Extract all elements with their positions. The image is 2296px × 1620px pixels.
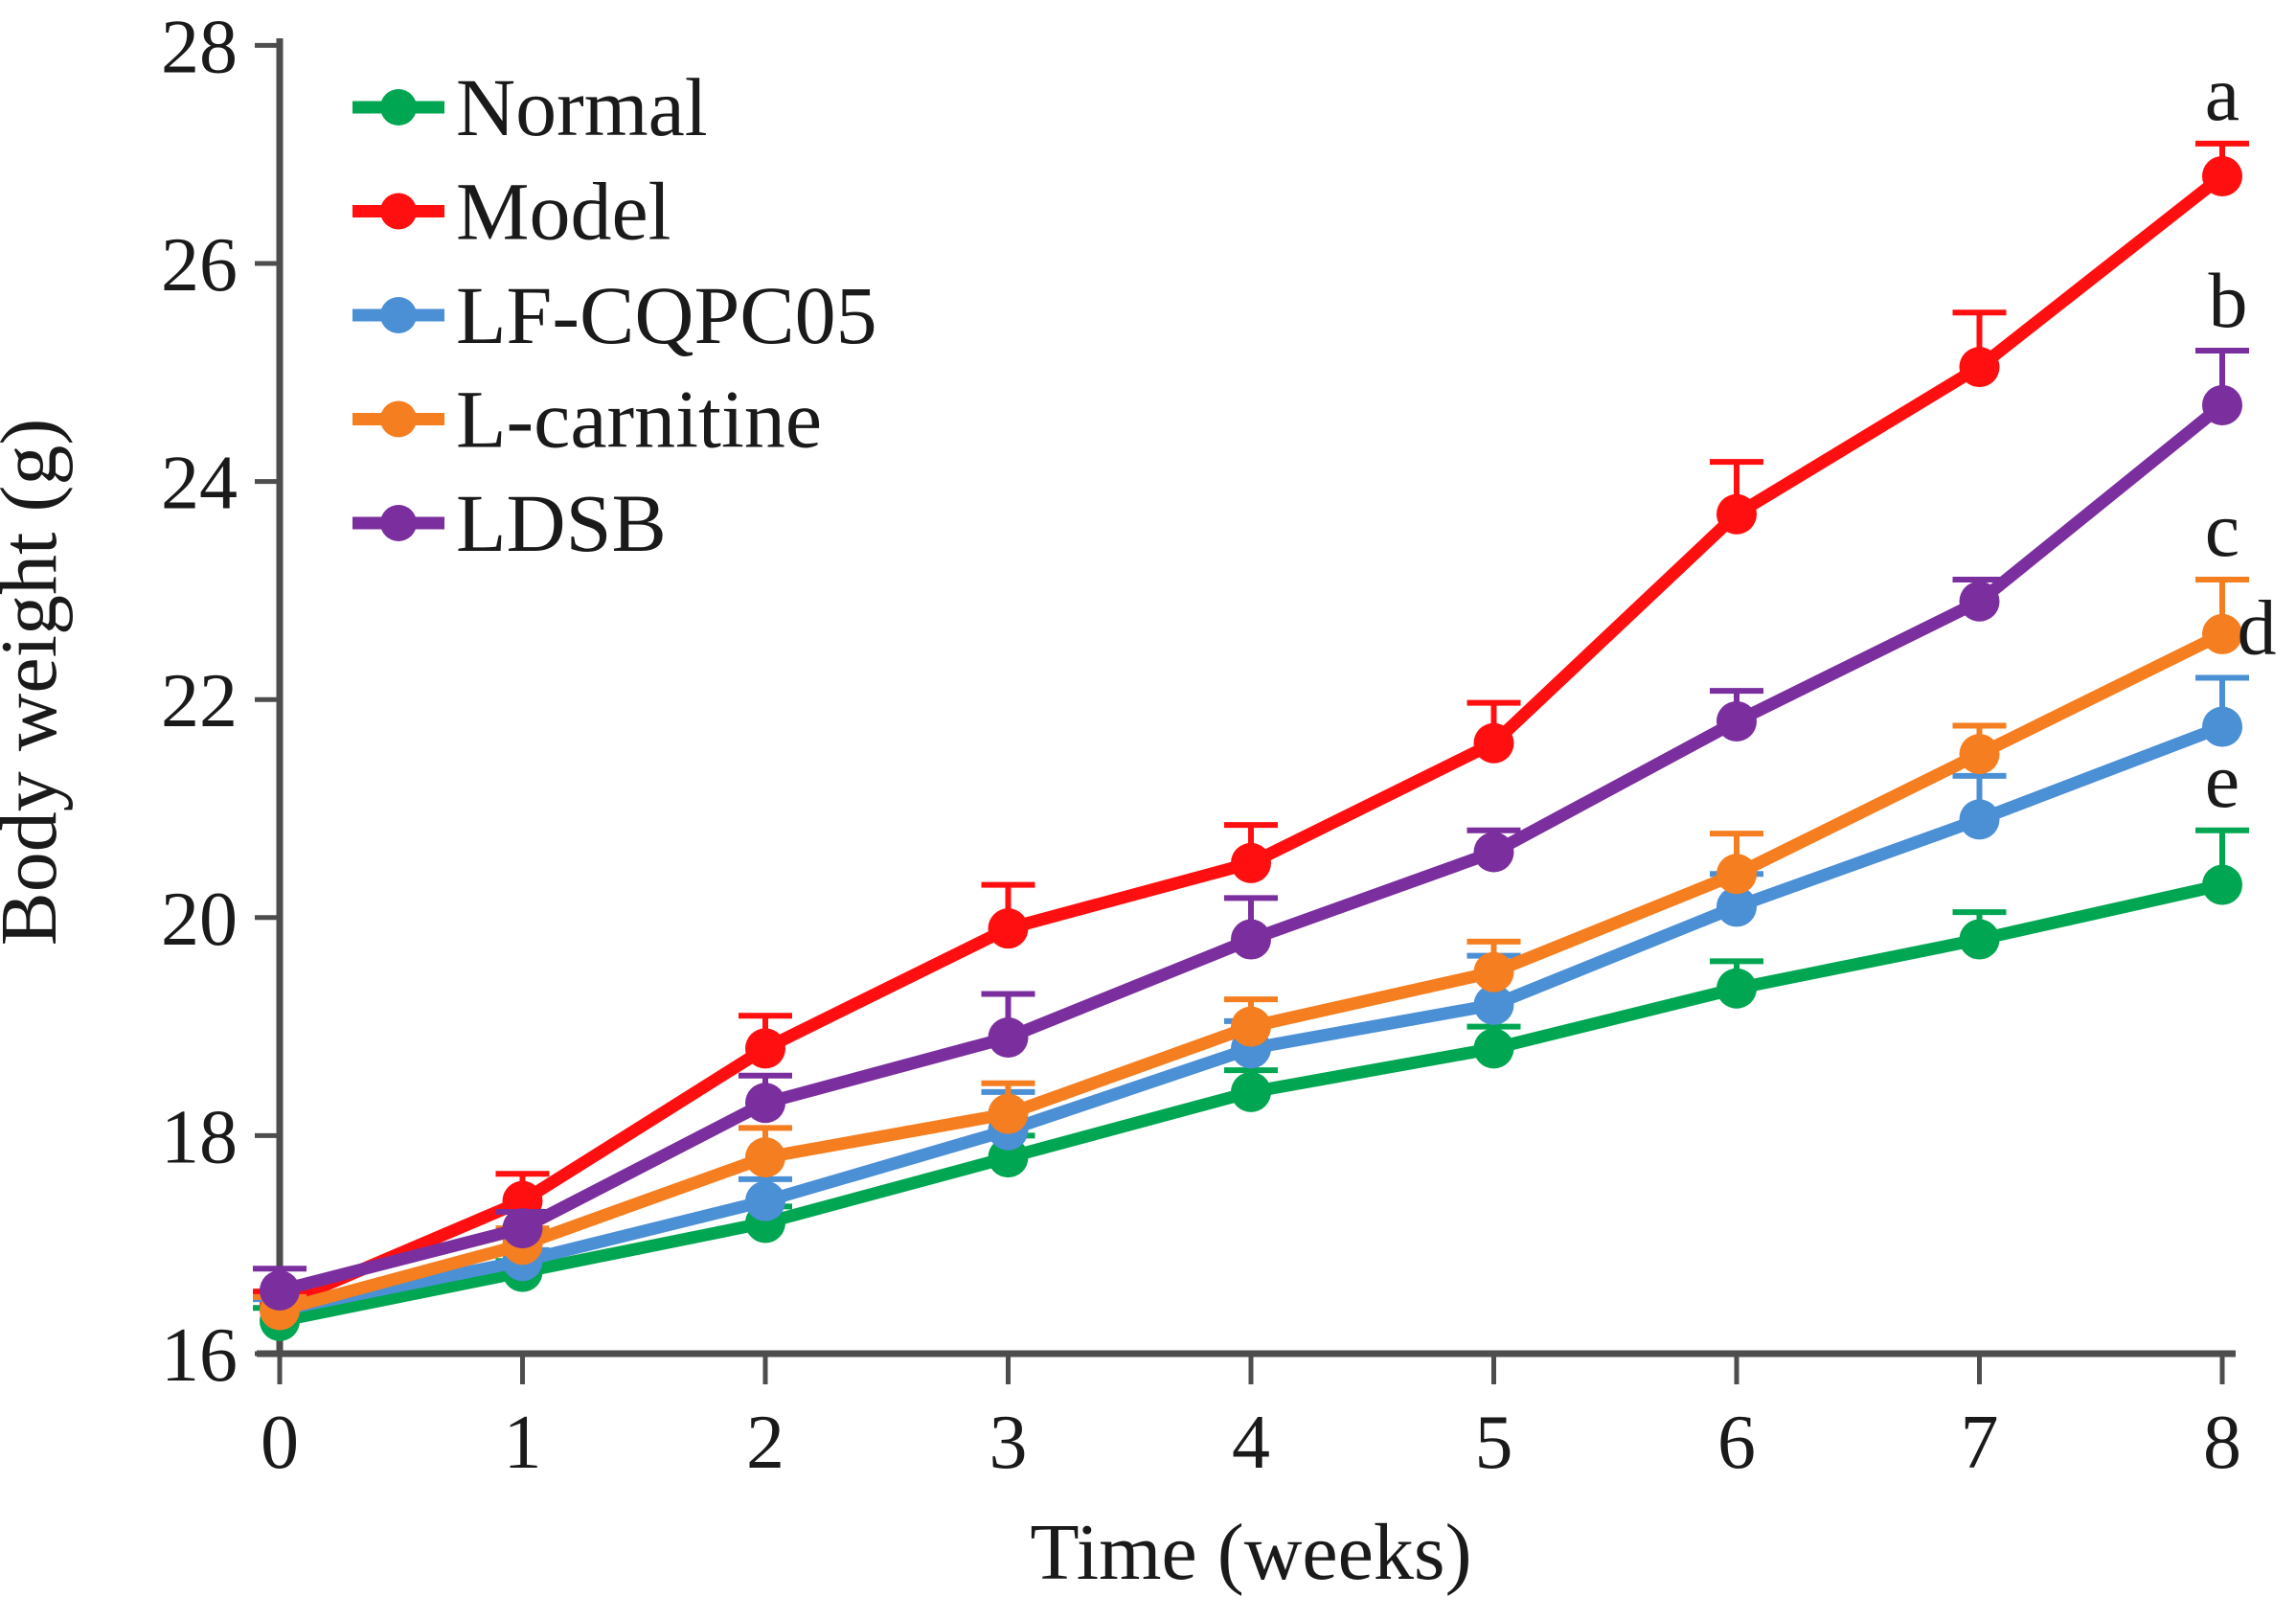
y-tick-label: 28 bbox=[161, 5, 238, 89]
data-point-marker bbox=[988, 1093, 1029, 1134]
data-point-marker bbox=[1716, 968, 1757, 1009]
data-point-marker bbox=[1473, 832, 1514, 873]
data-series bbox=[253, 140, 2249, 1341]
data-point-marker bbox=[2202, 384, 2242, 425]
data-point-marker bbox=[1473, 1028, 1514, 1069]
x-axis-title: Time (weeks) bbox=[1030, 1508, 1471, 1597]
y-tick-label: 26 bbox=[161, 223, 238, 308]
y-tick-label: 18 bbox=[161, 1095, 238, 1179]
data-point-marker bbox=[745, 1137, 785, 1178]
data-point-marker bbox=[1716, 886, 1757, 927]
data-point-marker bbox=[1959, 347, 2000, 388]
y-tick-label: 16 bbox=[161, 1313, 238, 1398]
legend-label: L-carnitine bbox=[456, 374, 822, 466]
data-point-marker bbox=[1959, 799, 2000, 840]
significance-letters: a b cde bbox=[2205, 50, 2277, 824]
data-point-marker bbox=[1716, 493, 1757, 535]
legend-item-LF-CQPC05: LF-CQPC05 bbox=[352, 269, 877, 361]
legend-marker-icon bbox=[380, 297, 417, 333]
legend-marker-icon bbox=[380, 89, 417, 125]
data-point-marker bbox=[2202, 155, 2242, 196]
legend-label: LDSB bbox=[456, 477, 667, 569]
legend-item-L-carnitine: L-carnitine bbox=[352, 374, 822, 466]
x-tick-label: 5 bbox=[1475, 1401, 1513, 1485]
data-point-marker bbox=[745, 1180, 785, 1221]
data-point-marker bbox=[502, 1208, 543, 1249]
sig-letter-a: a bbox=[2205, 50, 2239, 137]
legend-item-Normal: Normal bbox=[352, 61, 708, 153]
data-point-marker bbox=[2202, 613, 2242, 654]
data-point-marker bbox=[1473, 951, 1514, 993]
data-point-marker bbox=[1231, 842, 1271, 883]
y-tick-label: 20 bbox=[161, 878, 238, 962]
data-point-marker bbox=[2202, 706, 2242, 747]
data-point-marker bbox=[1959, 734, 2000, 775]
data-point-marker bbox=[988, 908, 1029, 949]
legend-item-Model: Model bbox=[352, 166, 671, 258]
sig-letter-e: e bbox=[2205, 737, 2239, 824]
data-point-marker bbox=[1231, 1006, 1271, 1047]
legend-label: Normal bbox=[456, 61, 708, 153]
legend-marker-icon bbox=[380, 193, 417, 230]
axes: 16 18 20 22 24 26 28 0 1 2 3 4 5 6 7 8 bbox=[161, 5, 2241, 1485]
data-point-marker bbox=[1231, 1071, 1271, 1112]
legend-marker-icon bbox=[380, 505, 417, 541]
data-point-marker bbox=[1473, 722, 1514, 764]
legend-label: Model bbox=[456, 166, 671, 258]
data-point-marker bbox=[745, 1083, 785, 1124]
sig-letter-c: c bbox=[2205, 486, 2239, 573]
y-tick-label: 24 bbox=[161, 442, 238, 526]
x-tick-label: 6 bbox=[1717, 1401, 1756, 1485]
data-point-marker bbox=[1231, 919, 1271, 960]
x-tick-label: 8 bbox=[2203, 1401, 2241, 1485]
x-tick-label: 7 bbox=[1961, 1401, 1999, 1485]
data-point-marker bbox=[1716, 854, 1757, 895]
x-tick-label: 2 bbox=[746, 1401, 784, 1485]
x-tick-label: 3 bbox=[989, 1401, 1028, 1485]
data-point-marker bbox=[260, 1269, 300, 1311]
x-tick-label: 0 bbox=[261, 1401, 299, 1485]
data-point-marker bbox=[1716, 700, 1757, 742]
series-LDSB bbox=[253, 348, 2249, 1311]
data-point-marker bbox=[1959, 581, 2000, 622]
legend: Normal Model LF-CQPC05 L-carnitine LDSB bbox=[352, 61, 877, 569]
data-point-marker bbox=[2202, 864, 2242, 905]
legend-marker-icon bbox=[380, 400, 417, 438]
legend-label: LF-CQPC05 bbox=[456, 269, 877, 361]
sig-letter-d: d bbox=[2238, 583, 2277, 671]
data-point-marker bbox=[988, 1016, 1029, 1058]
x-tick-label: 4 bbox=[1232, 1401, 1270, 1485]
x-tick-label: 1 bbox=[504, 1401, 542, 1485]
data-point-marker bbox=[1959, 919, 2000, 960]
data-point-marker bbox=[745, 1028, 785, 1069]
data-point-marker bbox=[1473, 984, 1514, 1025]
legend-item-LDSB: LDSB bbox=[352, 477, 667, 569]
y-axis-title: Body weight (g) bbox=[0, 419, 74, 947]
y-tick-label: 22 bbox=[161, 659, 238, 743]
sig-letter-b: b bbox=[2209, 257, 2248, 344]
